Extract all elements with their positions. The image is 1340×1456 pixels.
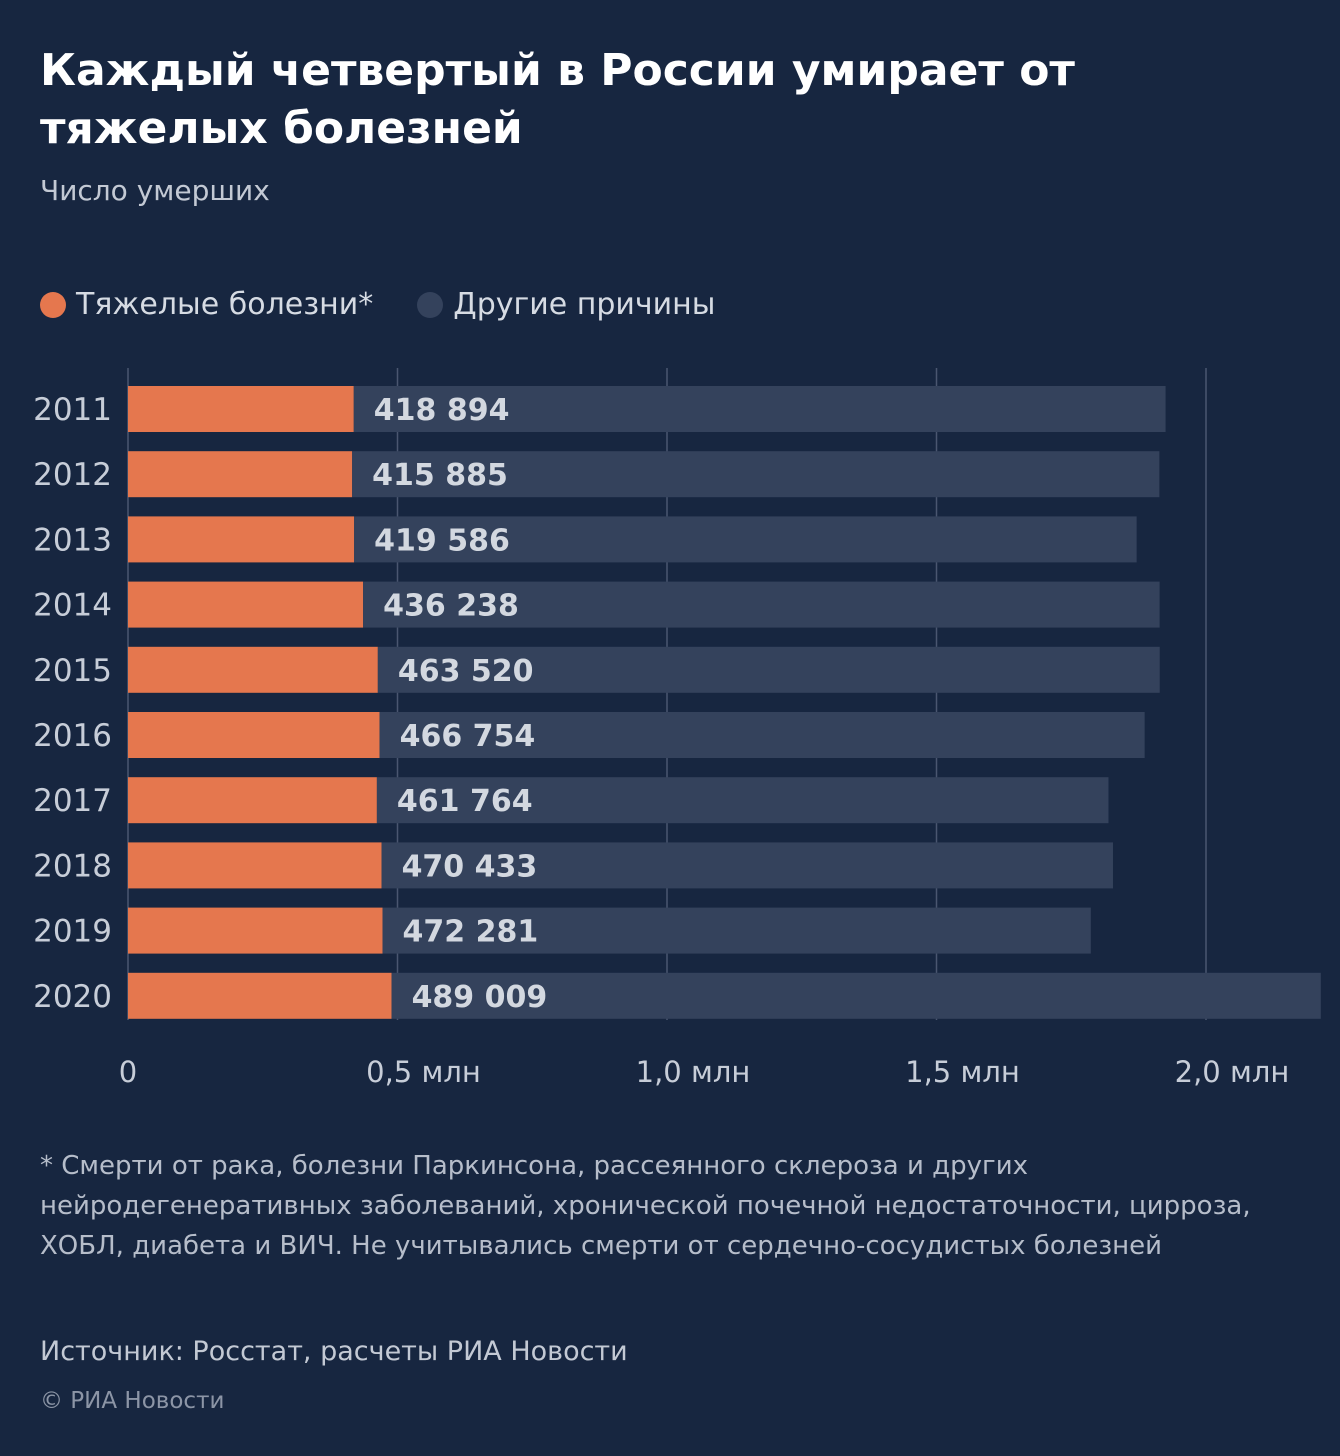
bar-2019-series-1 xyxy=(382,907,1091,954)
bar-2015-series-1 xyxy=(377,646,1160,693)
footnote: * Смерти от рака, болезни Паркинсона, ра… xyxy=(40,1151,1251,1261)
category-label-2020: 2020 xyxy=(33,979,112,1015)
data-label-2018: 470 433 xyxy=(402,849,538,884)
bar-2013-series-1 xyxy=(354,516,1137,563)
data-label-2014: 436 238 xyxy=(383,589,519,624)
bar-2018-series-0 xyxy=(128,842,382,889)
bar-2016-series-1 xyxy=(379,712,1145,758)
legend-dot-severe-icon xyxy=(40,291,66,318)
category-label-2015: 2015 xyxy=(33,653,112,689)
tick-label-1: 0,5 млн xyxy=(366,1055,481,1089)
legend-item-severe-diseases: Тяжелые болезни* xyxy=(40,287,373,322)
bar-2013-series-0 xyxy=(128,516,355,563)
bar-2012-series-0 xyxy=(128,451,353,498)
category-label-2013: 2013 xyxy=(33,522,112,558)
bar-2015-series-0 xyxy=(128,646,378,693)
legend-label-other: Другие причины xyxy=(453,287,716,322)
source-note: Источник: Росстат, расчеты РИА Новости xyxy=(40,1336,628,1367)
category-label-2017: 2017 xyxy=(33,783,112,819)
data-label-2011: 418 894 xyxy=(374,393,510,428)
legend-item-other-causes: Другие причины xyxy=(417,287,715,322)
category-label-2012: 2012 xyxy=(33,457,112,493)
bar-2017-series-1 xyxy=(376,777,1109,824)
bar-2018-series-1 xyxy=(381,842,1113,889)
data-label-2020: 489 009 xyxy=(412,980,548,1015)
page-title: Каждый четвертый в России умирает от тяж… xyxy=(40,45,1075,154)
bar-2019-series-0 xyxy=(128,907,383,954)
legend-label-severe: Тяжелые болезни* xyxy=(76,287,374,322)
tick-label-2: 1,0 млн xyxy=(636,1055,751,1089)
bar-2014-series-1 xyxy=(363,581,1160,628)
copyright: © РИА Новости xyxy=(40,1388,225,1414)
bar-2011-series-1 xyxy=(353,386,1166,432)
legend-dot-other-icon xyxy=(417,291,444,318)
category-label-2016: 2016 xyxy=(33,718,112,754)
bar-2017-series-0 xyxy=(128,777,377,824)
tick-label-0: 0 xyxy=(119,1055,137,1089)
category-label-2018: 2018 xyxy=(33,848,112,884)
data-label-2015: 463 520 xyxy=(398,654,534,689)
data-label-2019: 472 281 xyxy=(403,915,539,950)
bar-2012-series-1 xyxy=(352,451,1160,498)
data-label-2016: 466 754 xyxy=(400,719,536,754)
category-label-2011: 2011 xyxy=(33,392,112,428)
chart-subtitle: Число умерших xyxy=(40,174,270,207)
bar-2016-series-0 xyxy=(128,712,380,758)
legend: Тяжелые болезни* Другие причины xyxy=(40,287,759,322)
bar-2020-series-0 xyxy=(128,972,392,1019)
category-label-2019: 2019 xyxy=(33,914,112,950)
tick-label-4: 2,0 млн xyxy=(1175,1055,1290,1089)
data-label-2017: 461 764 xyxy=(397,784,533,819)
bar-2020-series-1 xyxy=(391,972,1321,1019)
bar-2014-series-0 xyxy=(128,581,364,628)
bar-chart: 2011 418 894 2012 415 885 2013 419 586 2014 436… xyxy=(33,368,1321,1089)
data-label-2012: 415 885 xyxy=(372,458,508,493)
category-label-2014: 2014 xyxy=(33,588,112,624)
tick-label-3: 1,5 млн xyxy=(905,1055,1020,1089)
bar-2011-series-0 xyxy=(128,386,354,432)
data-label-2013: 419 586 xyxy=(374,523,510,558)
